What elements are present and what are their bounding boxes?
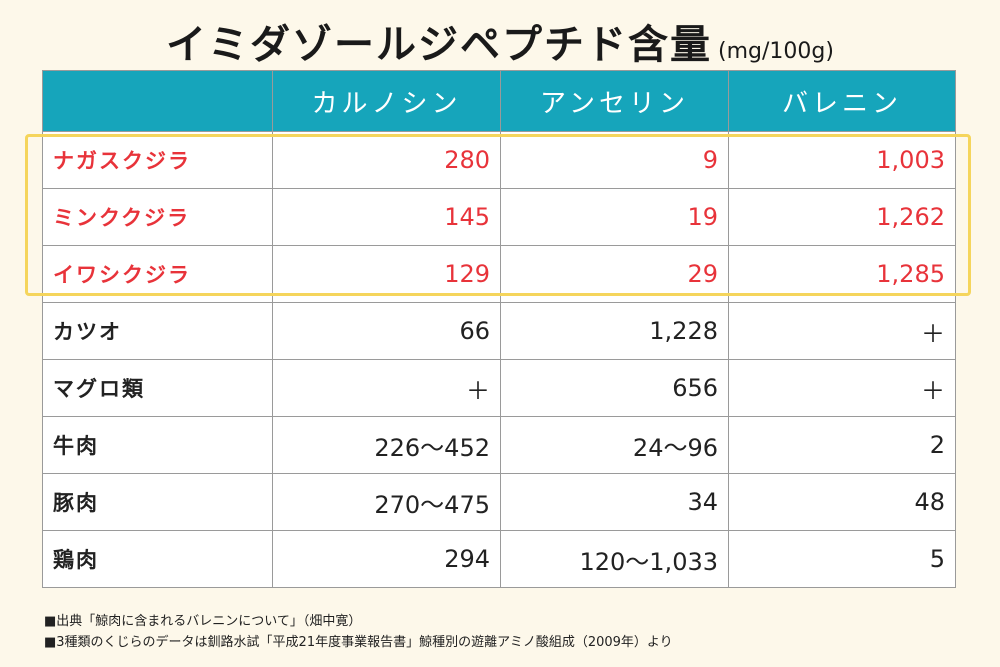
table-cell: 66: [272, 302, 501, 360]
row-label: マグロ類: [42, 359, 273, 417]
row-label: 鶏肉: [42, 530, 273, 588]
table-cell: 19: [500, 188, 729, 246]
table-cell: 129: [272, 245, 501, 303]
table-cell: 24〜96: [500, 416, 729, 474]
table-cell: 9: [500, 131, 729, 189]
table-cell: 29: [500, 245, 729, 303]
row-label: ナガスクジラ: [42, 131, 273, 189]
table-row: 牛肉 226〜452 24〜96 2: [42, 416, 956, 474]
table-cell: 294: [272, 530, 501, 588]
row-label: カツオ: [42, 302, 273, 360]
row-label: イワシクジラ: [42, 245, 273, 303]
table-cell: ＋: [728, 359, 956, 417]
footnote-whale-data: ■3種類のくじらのデータは釧路水試「平成21年度事業報告書」鯨種別の遊離アミノ酸…: [44, 635, 673, 650]
table-cell: 1,003: [728, 131, 956, 189]
table-header-cell: バレニン: [728, 70, 956, 132]
table-row: 鶏肉 294 120〜1,033 5: [42, 530, 956, 588]
table-row: マグロ類 ＋ 656 ＋: [42, 359, 956, 417]
table-cell: 145: [272, 188, 501, 246]
table-header-cell: アンセリン: [500, 70, 729, 132]
table-row: カツオ 66 1,228 ＋: [42, 302, 956, 360]
row-label: 豚肉: [42, 473, 273, 531]
title-unit: (mg/100g): [718, 39, 834, 64]
table-cell: 5: [728, 530, 956, 588]
table-cell: ＋: [272, 359, 501, 417]
table-cell: 1,228: [500, 302, 729, 360]
table-cell: 1,262: [728, 188, 956, 246]
table-cell: 656: [500, 359, 729, 417]
table-cell: 280: [272, 131, 501, 189]
table-row: イワシクジラ 129 29 1,285: [42, 245, 956, 303]
table-header-cell: カルノシン: [272, 70, 501, 132]
footnote-source: ■出典「鯨肉に含まれるバレニンについて」（畑中寛）: [44, 614, 362, 629]
footnotes: ■出典「鯨肉に含まれるバレニンについて」（畑中寛） ■3種類のくじらのデータは釧…: [44, 611, 673, 653]
table-header-cell: [42, 70, 273, 132]
table-cell: ＋: [728, 302, 956, 360]
table-cell: 2: [728, 416, 956, 474]
table-row: 豚肉 270〜475 34 48: [42, 473, 956, 531]
page-title: イミダゾールジペプチド含量 (mg/100g): [0, 12, 1000, 70]
table-cell: 270〜475: [272, 473, 501, 531]
table-cell: 1,285: [728, 245, 956, 303]
table-row: ミンククジラ 145 19 1,262: [42, 188, 956, 246]
table-cell: 34: [500, 473, 729, 531]
row-label: 牛肉: [42, 416, 273, 474]
title-main: イミダゾールジペプチド含量: [166, 22, 713, 68]
table-header-row: カルノシン アンセリン バレニン: [42, 70, 956, 132]
table-cell: 120〜1,033: [500, 530, 729, 588]
row-label: ミンククジラ: [42, 188, 273, 246]
table-cell: 48: [728, 473, 956, 531]
table-row: ナガスクジラ 280 9 1,003: [42, 131, 956, 189]
data-table: カルノシン アンセリン バレニン ナガスクジラ 280 9 1,003 ミンクク…: [42, 70, 956, 588]
table-cell: 226〜452: [272, 416, 501, 474]
